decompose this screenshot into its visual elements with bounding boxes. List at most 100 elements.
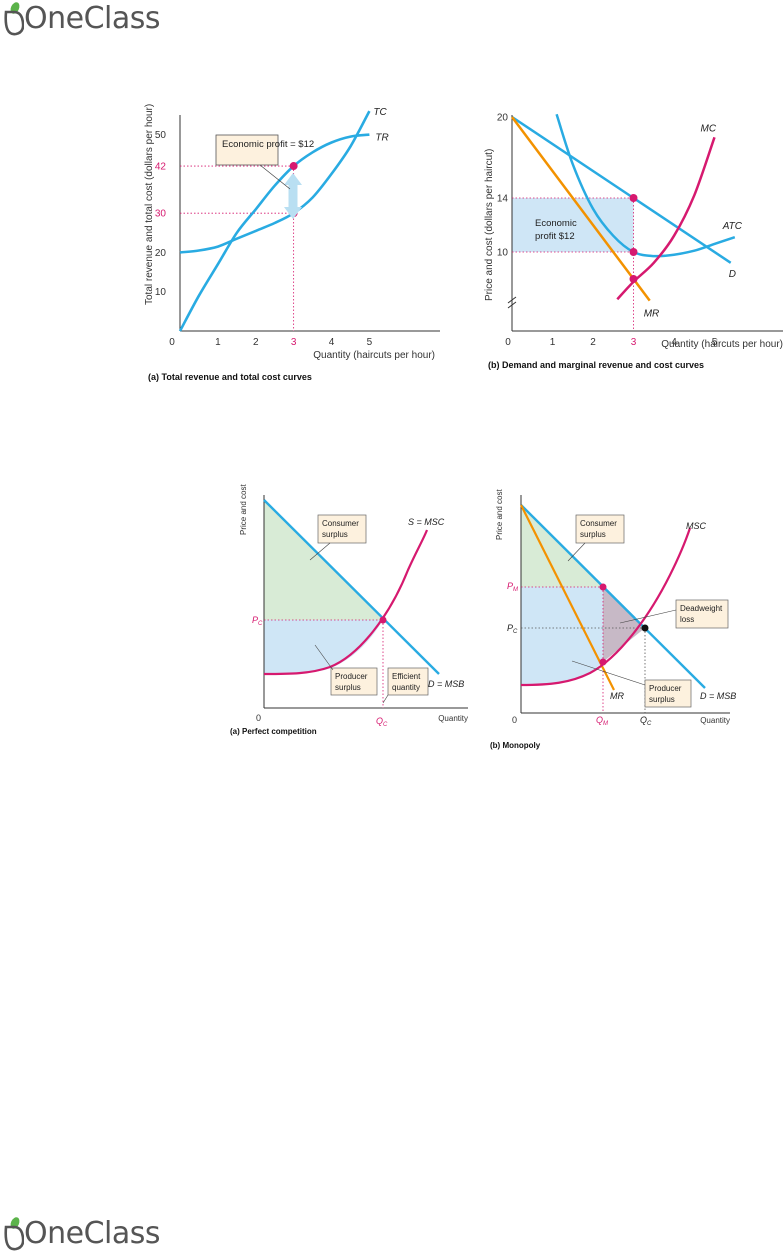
efficient-pointer [382, 694, 389, 704]
msc-curve [520, 527, 692, 687]
deadweight-note-line1: Deadweight [680, 604, 723, 613]
x-axis-label: Quantity (haircuts per hour) [661, 339, 783, 350]
y-tick-label: 42 [155, 162, 167, 173]
y-tick-label: 20 [155, 248, 167, 259]
profit-note-box [215, 134, 279, 166]
chart-perfect-competition: Consumer surplus Producer surplus Effici… [230, 484, 468, 736]
consumer-note-box [575, 514, 625, 544]
producer-surplus-area [521, 587, 603, 685]
y-axis-label: Price and cost [495, 489, 504, 540]
tc-curve [179, 110, 371, 254]
oneclass-logo-top: OneClass [2, 0, 161, 36]
demand-msb-line [520, 504, 706, 689]
monopoly-price-point [599, 583, 607, 591]
tr-label: TR [375, 133, 388, 144]
tc-label: TC [373, 107, 387, 118]
panel-caption: (a) Perfect competition [230, 727, 317, 736]
mc-label: MC [701, 123, 717, 134]
y-tick-label: 10 [497, 248, 509, 259]
axis-break-icon [507, 296, 517, 304]
origin-label: 0 [256, 713, 261, 723]
axis-break-icon [507, 301, 517, 309]
consumer-pointer [567, 542, 586, 562]
x-tick-label: 3 [291, 337, 297, 348]
producer-note-line2: surplus [649, 695, 675, 704]
pc-label: PC [252, 615, 263, 627]
consumer-note-line2: surplus [322, 530, 348, 539]
consumer-note-line1: Consumer [580, 519, 617, 528]
x-axis-label: Quantity [438, 714, 468, 723]
consumer-note-line1: Consumer [322, 519, 359, 528]
mr-msc-intersection [599, 658, 607, 666]
x-tick-label: 5 [367, 337, 373, 348]
y-tick-label: 50 [155, 130, 167, 141]
x-tick-label: 5 [712, 337, 718, 348]
demand-label: D = MSB [700, 691, 736, 701]
producer-surplus-area [264, 620, 383, 674]
panel-caption: (b) Monopoly [490, 741, 541, 750]
consumer-note-box [317, 514, 367, 544]
y-axis-label: Price and cost [239, 484, 248, 535]
efficient-note-line2: quantity [392, 683, 420, 692]
x-axis-label: Quantity [700, 716, 730, 725]
data-point [289, 162, 298, 171]
brand-name: OneClass [24, 0, 161, 36]
deadweight-pointer [619, 609, 677, 624]
x-tick-label: 1 [215, 337, 221, 348]
economic-profit-area [512, 198, 634, 252]
pm-label: PM [507, 581, 518, 593]
qc-label: QC [640, 715, 652, 727]
producer-note-box [330, 667, 378, 696]
origin-label: 0 [512, 715, 517, 725]
producer-note-box [644, 679, 692, 708]
qm-label: QM [596, 715, 608, 727]
y-tick-label: 20 [497, 113, 509, 124]
tr-curve [178, 133, 370, 332]
mc-curve [616, 136, 716, 301]
panel-caption: (a) Total revenue and total cost curves [148, 372, 312, 382]
y-tick-label: 10 [155, 287, 167, 298]
profit-arrow-up-icon [284, 173, 302, 185]
d-label: D [729, 269, 736, 280]
x-tick-label: 3 [631, 337, 637, 348]
y-axis-label: Total revenue and total cost (dollars pe… [144, 104, 155, 305]
profit-note: Economic profit = $12 [222, 139, 314, 150]
profit-note-line2: profit $12 [535, 231, 575, 242]
x-tick-label: 2 [590, 337, 596, 348]
profit-note-line1: Economic [535, 218, 577, 229]
consumer-pointer [309, 542, 331, 561]
panel-caption: (b) Demand and marginal revenue and cost… [488, 360, 704, 370]
chart-monopoly: Consumer surplus Deadweight loss Produce… [490, 489, 736, 750]
supply-msc-curve [263, 529, 429, 676]
competitive-point [641, 624, 649, 632]
deadweight-note-line2: loss [680, 615, 694, 624]
profit-arrow-down-icon [284, 207, 302, 219]
y-axis-label: Price and cost (dollars per haircut) [484, 149, 495, 301]
oneclass-logo-bottom: OneClass [2, 1215, 161, 1251]
x-tick-label: 2 [253, 337, 259, 348]
data-point [629, 248, 638, 256]
atc-curve [555, 113, 736, 258]
leaf-icon [4, 1217, 24, 1251]
mr-line [520, 504, 615, 691]
qc-label: QC [376, 716, 388, 728]
x-axis-label: Quantity (haircuts per hour) [313, 350, 435, 361]
consumer-note-line2: surplus [580, 530, 606, 539]
profit-note-pointer [259, 164, 291, 190]
supply-label: S = MSC [408, 517, 445, 527]
msc-label: MSC [686, 521, 707, 531]
chart-demand-revenue-cost: 0 1 2 3 4 5 10 14 20 Economic profit $12 D MR A… [484, 113, 783, 370]
demand-label: D = MSB [428, 679, 464, 689]
data-point [629, 194, 638, 202]
profit-arrow-shaft [288, 181, 298, 211]
y-tick-label: 30 [155, 209, 167, 220]
pc-label: PC [507, 623, 518, 635]
x-tick-label: 0 [169, 337, 175, 348]
producer-note-line2: surplus [335, 683, 361, 692]
data-point [629, 275, 638, 283]
efficient-note-line1: Efficient [392, 672, 421, 681]
y-tick-label: 14 [497, 194, 509, 205]
efficient-note-box [387, 667, 429, 696]
mr-label: MR [644, 309, 660, 320]
